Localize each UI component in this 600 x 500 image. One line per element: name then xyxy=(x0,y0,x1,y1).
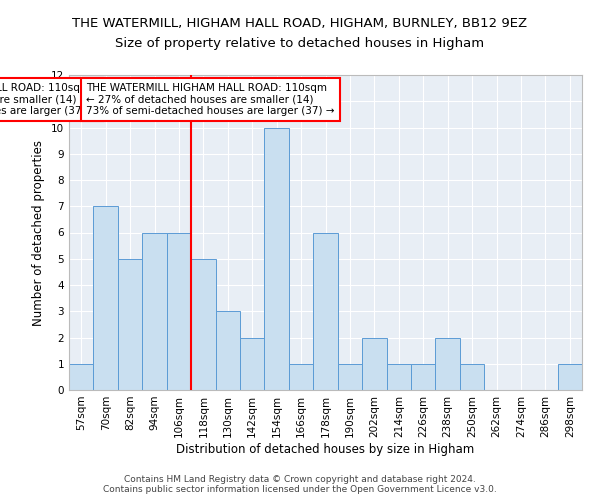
Y-axis label: Number of detached properties: Number of detached properties xyxy=(32,140,46,326)
Bar xyxy=(557,364,582,390)
Text: THE WATERMILL HIGHAM HALL ROAD: 110sqm
← 27% of detached houses are smaller (14): THE WATERMILL HIGHAM HALL ROAD: 110sqm ←… xyxy=(86,83,335,116)
Bar xyxy=(118,259,142,390)
Bar xyxy=(460,364,484,390)
Text: THE WATERMILL HIGHAM HALL ROAD: 110sqm
← 27% of detached houses are smaller (14): THE WATERMILL HIGHAM HALL ROAD: 110sqm ←… xyxy=(0,83,98,116)
Bar xyxy=(411,364,436,390)
Bar xyxy=(265,128,289,390)
Bar xyxy=(362,338,386,390)
Text: THE WATERMILL, HIGHAM HALL ROAD, HIGHAM, BURNLEY, BB12 9EZ: THE WATERMILL, HIGHAM HALL ROAD, HIGHAM,… xyxy=(73,18,527,30)
Bar xyxy=(313,232,338,390)
Bar xyxy=(191,259,215,390)
Text: Size of property relative to detached houses in Higham: Size of property relative to detached ho… xyxy=(115,38,485,51)
X-axis label: Distribution of detached houses by size in Higham: Distribution of detached houses by size … xyxy=(176,442,475,456)
Bar xyxy=(289,364,313,390)
Bar xyxy=(386,364,411,390)
Bar xyxy=(436,338,460,390)
Bar xyxy=(240,338,265,390)
Bar xyxy=(215,311,240,390)
Bar xyxy=(94,206,118,390)
Bar xyxy=(69,364,94,390)
Text: Contains HM Land Registry data © Crown copyright and database right 2024.
Contai: Contains HM Land Registry data © Crown c… xyxy=(103,474,497,494)
Bar xyxy=(338,364,362,390)
Bar xyxy=(142,232,167,390)
Bar xyxy=(167,232,191,390)
